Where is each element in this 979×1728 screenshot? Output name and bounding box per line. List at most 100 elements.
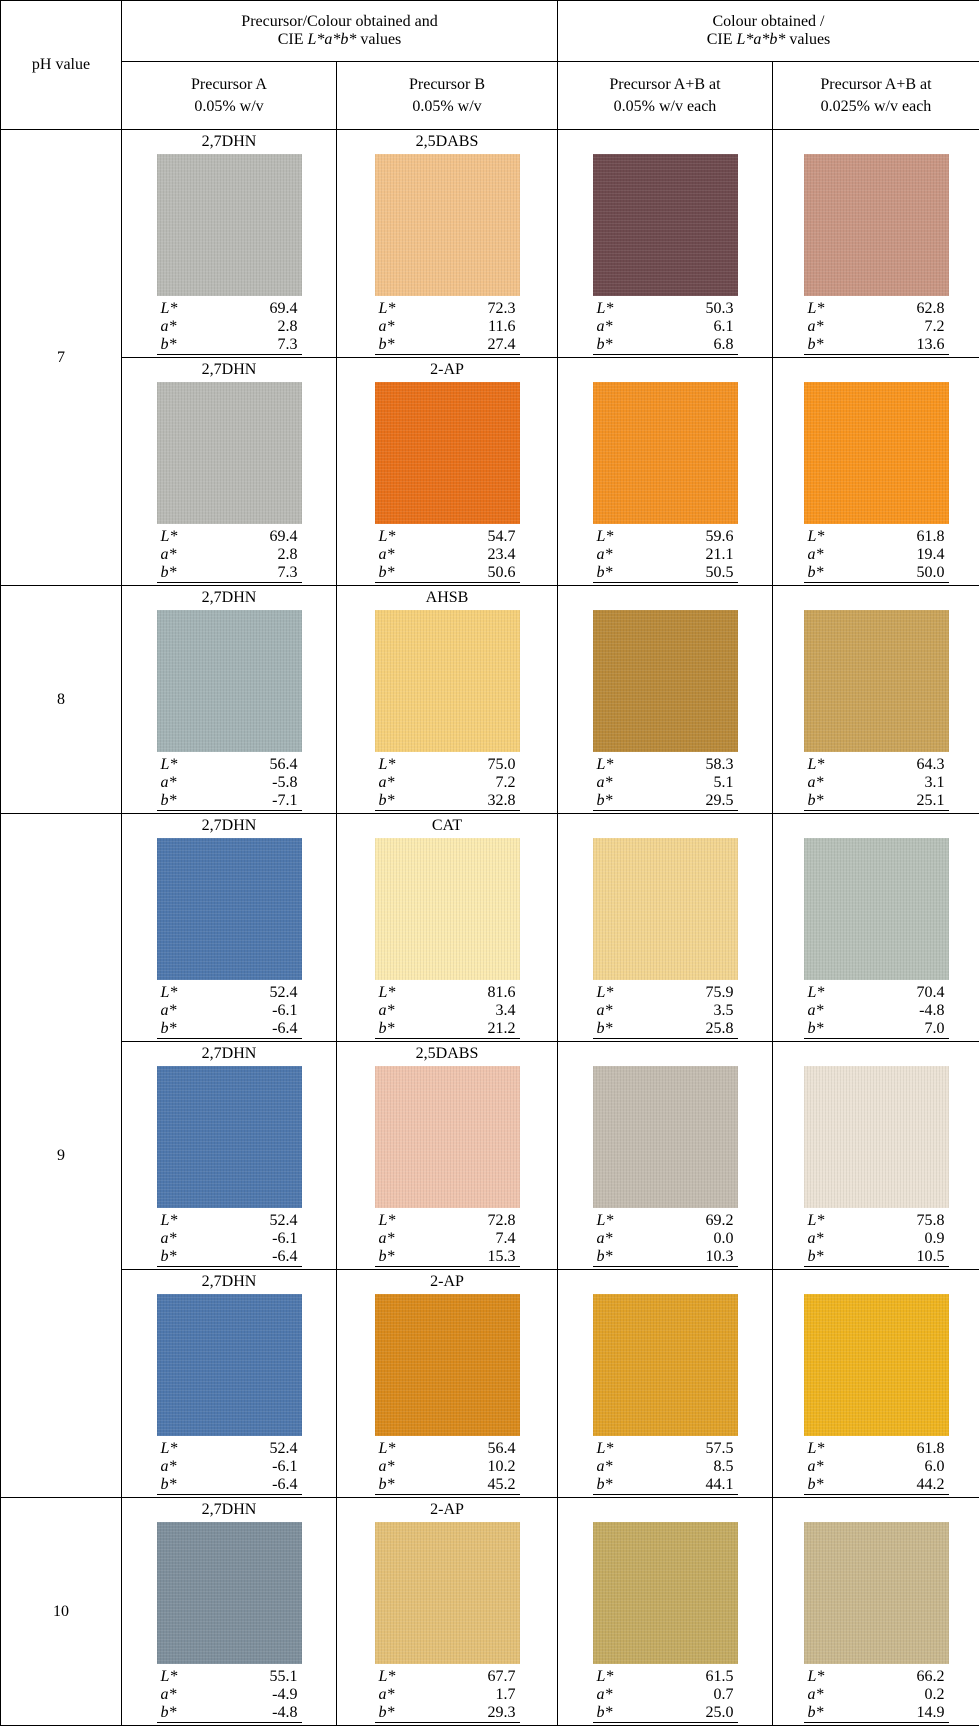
precursor-name <box>804 816 949 836</box>
lab-value: 62.8 <box>916 300 945 317</box>
lab-line: b* 7.3 <box>156 336 302 355</box>
swatch <box>592 1522 738 1664</box>
subheader-line: Precursor A+B at <box>609 75 721 93</box>
precursor-name: 2,7DHN <box>201 817 257 834</box>
precursor-name: 2-AP <box>430 1273 464 1290</box>
lab-label: b* <box>596 1020 613 1037</box>
sample-cell: 2,7DHN L* 69.4 a* 2.8 b* 7.3 <box>121 357 337 586</box>
lab-line: L* 57.5 <box>593 1440 738 1458</box>
subheader: Precursor A 0.05% w/v <box>121 61 337 130</box>
sample: 2-AP L* 54.7 a* 23.4 b* 50.6 <box>374 360 520 583</box>
lab-label: a* <box>160 1230 177 1247</box>
lab-line: L* 61.8 <box>804 1440 949 1458</box>
lab-line: L* 59.6 <box>593 528 738 546</box>
lab-value: 69.4 <box>269 528 298 545</box>
cie-italic: L*a*b* <box>307 31 357 48</box>
precursor-name <box>593 588 738 608</box>
ph-header: pH value <box>0 0 122 130</box>
lab-line: a* 2.8 <box>157 318 302 336</box>
lab-value: 7.3 <box>277 336 298 353</box>
swatch <box>374 1294 520 1436</box>
sample-cell: L* 75.8 a* 0.9 b* 10.5 <box>772 1041 979 1270</box>
lab-value: -6.1 <box>272 1230 298 1247</box>
lab-value: 7.2 <box>495 774 516 791</box>
sample-cell: L* 66.2 a* 0.2 b* 14.9 <box>772 1497 979 1726</box>
swatch <box>803 1066 949 1208</box>
lab-line: b* 32.8 <box>374 792 520 811</box>
lab-value: 66.2 <box>916 1668 945 1685</box>
lab-value: -6.1 <box>272 1458 298 1475</box>
sample-cell: L* 61.5 a* 0.7 b* 25.0 <box>557 1497 773 1726</box>
precursor-name: 2,7DHN <box>201 1045 257 1062</box>
lab-line: a* 23.4 <box>375 546 520 564</box>
lab-line: b* 14.9 <box>803 1704 949 1723</box>
sample: 2,7DHN L* 52.4 a* -6.1 b* -6.4 <box>156 816 302 1039</box>
swatch <box>592 1066 738 1208</box>
subheader-line: 0.05% w/v each <box>613 97 717 115</box>
lab-label: b* <box>596 792 613 809</box>
lab-label: L* <box>378 528 396 545</box>
lab-value: 56.4 <box>269 756 298 773</box>
sample-cell: 2-AP L* 67.7 a* 1.7 b* 29.3 <box>336 1497 558 1726</box>
lab-value: 3.4 <box>495 1002 516 1019</box>
lab-value: 75.9 <box>705 984 734 1001</box>
sample-cell: 2-AP L* 54.7 a* 23.4 b* 50.6 <box>336 357 558 586</box>
lab-value: 19.4 <box>916 546 945 563</box>
lab-value: -7.1 <box>272 792 298 809</box>
sample: L* 59.6 a* 21.1 b* 50.5 <box>592 360 738 583</box>
sample: 2-AP L* 56.4 a* 10.2 b* 45.2 <box>374 1272 520 1495</box>
lab-line: b* 50.6 <box>374 564 520 583</box>
lab-label: L* <box>378 1440 396 1457</box>
precursor-name <box>593 360 738 380</box>
lab-label: a* <box>378 1686 395 1703</box>
lab-label: L* <box>160 1440 178 1457</box>
lab-line: b* 50.5 <box>592 564 738 583</box>
lab-line: L* 75.8 <box>804 1212 949 1230</box>
precursor-name: 2,7DHN <box>201 589 257 606</box>
lab-value: 10.5 <box>916 1248 945 1265</box>
lab-line: b* 29.3 <box>374 1704 520 1723</box>
lab-label: b* <box>596 1248 613 1265</box>
swatch <box>592 838 738 980</box>
lab-label: L* <box>807 1668 825 1685</box>
swatch <box>374 154 520 296</box>
sample-cell: L* 58.3 a* 5.1 b* 29.5 <box>557 585 773 814</box>
lab-value: 69.4 <box>269 300 298 317</box>
lab-label: L* <box>160 528 178 545</box>
lab-label: b* <box>378 792 395 809</box>
sample-cell: L* 75.9 a* 3.5 b* 25.8 <box>557 813 773 1042</box>
sample-cell: 2,7DHN L* 52.4 a* -6.1 b* -6.4 <box>121 813 337 1042</box>
cie-italic: L*a*b* <box>736 31 786 48</box>
sample-cell: 2,7DHN L* 69.4 a* 2.8 b* 7.3 <box>121 129 337 358</box>
group-title: Precursor/Colour obtained and <box>241 13 438 30</box>
table-header: pH value Precursor/Colour obtained and CI… <box>0 0 979 130</box>
lab-value: 25.8 <box>705 1020 734 1037</box>
lab-line: L* 81.6 <box>375 984 520 1002</box>
lab-label: a* <box>596 774 613 791</box>
lab-label: a* <box>596 546 613 563</box>
swatch <box>592 154 738 296</box>
sample: L* 61.8 a* 6.0 b* 44.2 <box>803 1272 949 1495</box>
lab-value: 7.2 <box>924 318 945 335</box>
lab-value: 14.9 <box>916 1704 945 1721</box>
lab-value: 44.2 <box>916 1476 945 1493</box>
lab-line: L* 69.4 <box>157 300 302 318</box>
lab-value: 10.3 <box>705 1248 734 1265</box>
sample-cell: L* 59.6 a* 21.1 b* 50.5 <box>557 357 773 586</box>
precursor-name: 2,5DABS <box>415 1045 479 1062</box>
lab-line: a* 3.4 <box>375 1002 520 1020</box>
lab-value: 57.5 <box>705 1440 734 1457</box>
data-row: 2,7DHN L* 52.4 a* -6.1 b* -6.4 2,5DABS L* 72.8 a* 7… <box>1 1041 979 1270</box>
subheader-line: 0.05% w/v <box>194 97 264 115</box>
lab-value: 8.5 <box>713 1458 734 1475</box>
lab-line: L* 62.8 <box>804 300 949 318</box>
lab-line: b* 13.6 <box>803 336 949 355</box>
cie-suffix: values <box>356 31 402 48</box>
lab-label: a* <box>378 1002 395 1019</box>
sample-cell: L* 69.2 a* 0.0 b* 10.3 <box>557 1041 773 1270</box>
lab-value: 72.8 <box>487 1212 516 1229</box>
lab-value: 55.1 <box>269 1668 298 1685</box>
lab-value: 15.3 <box>487 1248 516 1265</box>
sample: 2,7DHN L* 55.1 a* -4.9 b* -4.8 <box>156 1500 302 1723</box>
sample-cell: L* 61.8 a* 6.0 b* 44.2 <box>772 1269 979 1498</box>
